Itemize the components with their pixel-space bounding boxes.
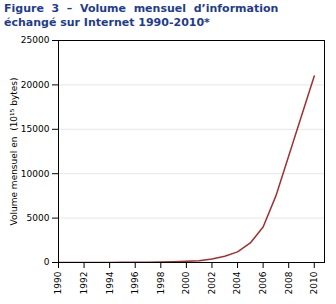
svg-text:1990: 1990 bbox=[53, 271, 63, 294]
svg-text:15000: 15000 bbox=[21, 124, 50, 134]
svg-text:2010: 2010 bbox=[309, 271, 319, 294]
svg-text:2002: 2002 bbox=[207, 272, 217, 295]
svg-text:2004: 2004 bbox=[232, 271, 242, 294]
svg-text:Volume mensuel en (10¹⁵ bytes: Volume mensuel en (10¹⁵ bytes) bbox=[9, 78, 19, 226]
svg-text:1992: 1992 bbox=[79, 272, 89, 295]
svg-text:1994: 1994 bbox=[105, 271, 115, 294]
svg-text:25000: 25000 bbox=[21, 35, 50, 45]
svg-text:2008: 2008 bbox=[284, 271, 294, 294]
svg-text:2006: 2006 bbox=[258, 271, 268, 294]
svg-text:10000: 10000 bbox=[21, 169, 50, 179]
html-text:Figure 3 – Volume mensuel d’in: Figure 3 – Volume mensuel d’information bbox=[4, 2, 279, 15]
svg-text:5000: 5000 bbox=[27, 213, 50, 223]
html-text:échangé sur Internet 1990-2010: échangé sur Internet 1990-2010* bbox=[4, 16, 210, 29]
svg-text:1998: 1998 bbox=[156, 271, 166, 294]
svg-text:20000: 20000 bbox=[21, 80, 50, 90]
svg-text:2000: 2000 bbox=[181, 271, 191, 294]
svg-text:0: 0 bbox=[44, 257, 50, 267]
svg-text:1996: 1996 bbox=[130, 271, 140, 294]
